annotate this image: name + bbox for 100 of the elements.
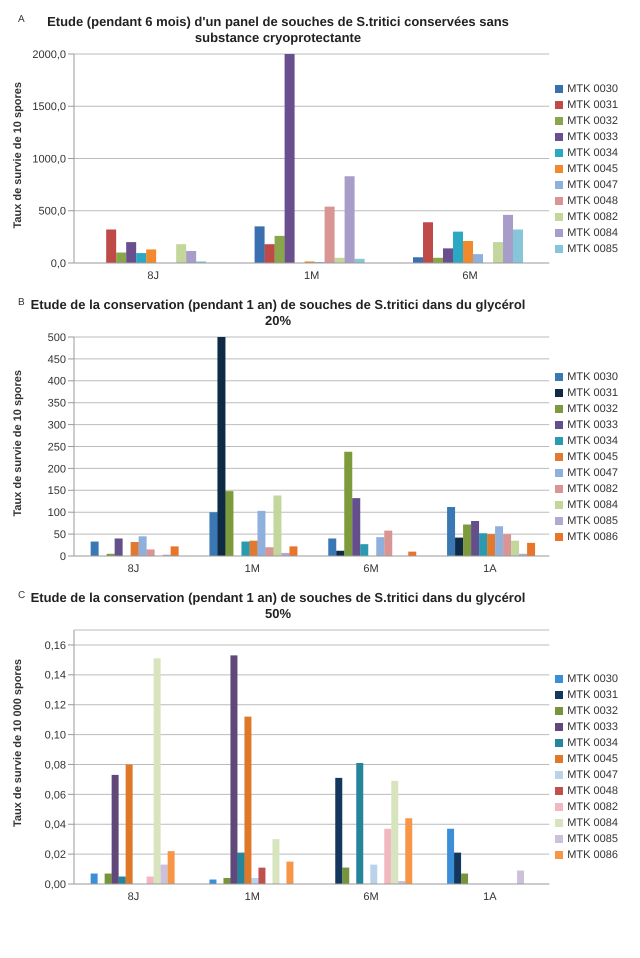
x-tick-label: 8J	[128, 562, 140, 575]
bar	[160, 864, 168, 884]
y-tick-label: 2000,0	[32, 48, 66, 61]
y-tick-label: 500,0	[38, 206, 66, 218]
legend-label: MTK 0032	[567, 114, 618, 126]
x-tick-label: 1M	[244, 890, 260, 903]
y-axis-title: Taux de survie de 10 spores	[12, 82, 24, 228]
bar	[272, 839, 280, 884]
legend-label: MTK 0047	[567, 178, 618, 190]
bar	[251, 878, 258, 884]
bar	[264, 244, 275, 263]
x-tick-label: 8J	[128, 890, 140, 903]
legend-label: MTK 0086	[567, 849, 618, 861]
legend-label: MTK 0086	[567, 530, 618, 542]
bar	[447, 828, 454, 884]
bar	[511, 540, 520, 556]
bar	[244, 716, 252, 884]
y-tick-label: 100	[48, 507, 66, 520]
legend-label: MTK 0085	[567, 833, 618, 845]
bar	[336, 550, 344, 556]
y-tick-label: 250	[48, 441, 66, 454]
legend-label: MTK 0084	[567, 226, 618, 238]
legend-label: MTK 0082	[567, 482, 618, 494]
bar	[356, 762, 364, 884]
y-tick-label: 1000,0	[32, 153, 66, 166]
bar	[138, 536, 147, 556]
bar	[370, 864, 378, 884]
legend-label: MTK 0034	[567, 146, 618, 158]
y-tick-label: 200	[48, 463, 66, 476]
bar	[473, 254, 484, 263]
bar	[384, 828, 392, 884]
bar	[168, 851, 175, 884]
legend-label: MTK 0034	[567, 737, 618, 749]
bar	[146, 249, 156, 263]
bar	[495, 526, 504, 556]
bar	[342, 868, 350, 884]
bar	[517, 870, 524, 884]
bar	[90, 874, 98, 884]
x-tick-label: 1A	[483, 890, 498, 903]
y-tick-label: 0,02	[44, 849, 66, 862]
bar	[463, 241, 474, 263]
y-tick-label: 500	[48, 332, 66, 344]
legend-label: MTK 0082	[567, 801, 618, 813]
legend-label: MTK 0047	[567, 769, 618, 781]
bar	[376, 537, 384, 556]
y-tick-label: 1500,0	[32, 101, 66, 114]
bar	[146, 876, 154, 884]
y-axis-title: Taux de survie de 10 spores	[12, 370, 24, 516]
y-tick-label: 350	[48, 398, 66, 410]
bar	[454, 852, 462, 884]
y-tick-label: 400	[48, 376, 66, 388]
bar	[257, 510, 266, 556]
y-tick-label: 0,10	[44, 729, 66, 742]
legend-label: MTK 0030	[567, 673, 618, 685]
bar	[443, 248, 454, 263]
bar	[146, 549, 155, 556]
y-tick-label: 0,0	[50, 258, 66, 270]
text: A	[18, 14, 25, 25]
bar	[455, 538, 464, 556]
y-tick-label: 0,00	[44, 878, 66, 891]
chart-title: Etude de la conservation (pendant 1 an) de souches de S.tritici dans du glycérol 20%	[30, 296, 526, 329]
bar	[391, 780, 398, 884]
legend-label: MTK 0031	[567, 689, 618, 701]
bar	[254, 226, 265, 263]
legend-label: MTK 0033	[567, 418, 618, 430]
y-tick-label: 50	[54, 529, 66, 542]
bar	[453, 232, 464, 263]
legend-label: MTK 0033	[567, 130, 618, 142]
x-tick-label: 6M	[462, 270, 478, 282]
legend-label: MTK 0048	[567, 194, 618, 206]
y-tick-label: 300	[48, 420, 66, 432]
y-tick-label: 450	[48, 354, 66, 366]
bar	[274, 236, 285, 263]
y-tick-label: 0	[60, 550, 66, 563]
legend-label: MTK 0048	[567, 785, 618, 797]
bar	[126, 764, 133, 884]
bar	[503, 534, 512, 556]
y-tick-label: 0,04	[44, 819, 66, 832]
bar	[249, 540, 258, 556]
bar	[126, 242, 136, 263]
y-tick-label: 150	[48, 485, 66, 498]
bar	[284, 54, 295, 263]
y-tick-label: 0,14	[44, 670, 66, 682]
bar	[447, 506, 456, 556]
bar	[463, 524, 472, 556]
bar	[335, 778, 342, 884]
bar	[344, 452, 352, 556]
legend-label: MTK 0032	[567, 705, 618, 717]
x-tick-label: 1A	[483, 562, 498, 575]
bar	[217, 337, 226, 556]
bar	[423, 222, 434, 263]
legend-label: MTK 0030	[567, 370, 618, 382]
bar	[112, 774, 119, 884]
text: C	[18, 590, 26, 601]
legend-label: MTK 0085	[567, 514, 618, 526]
legend-label: MTK 0047	[567, 466, 618, 478]
chart-title: Etude de la conservation (pendant 1 an) de souches de S.tritici dans du glycérol 50%	[30, 589, 526, 622]
bar	[479, 533, 488, 556]
bar	[328, 538, 336, 556]
bar	[106, 230, 116, 263]
